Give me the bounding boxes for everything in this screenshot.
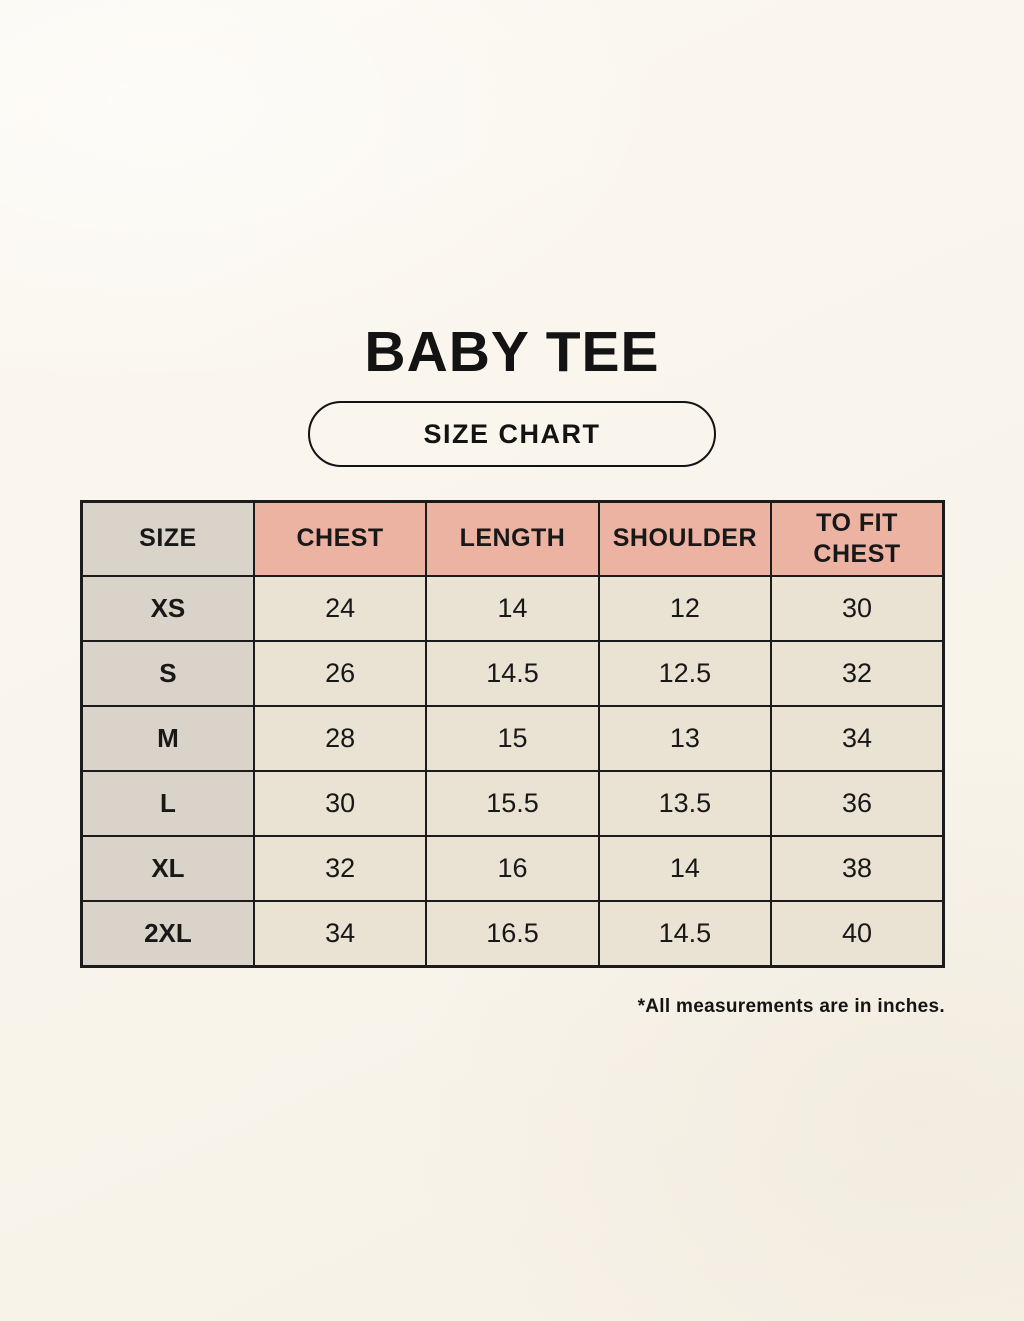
measurement-cell: 16 bbox=[425, 835, 600, 902]
measurement-cell: 34 bbox=[770, 705, 945, 772]
measurement-cell: 14 bbox=[597, 835, 773, 902]
size-chart-button[interactable]: SIZE CHART bbox=[308, 401, 716, 467]
measurement-cell: 12.5 bbox=[597, 640, 773, 707]
column-header-length: LENGTH bbox=[425, 500, 600, 577]
measurement-cell: 36 bbox=[770, 770, 945, 837]
size-cell: 2XL bbox=[80, 900, 255, 968]
measurement-cell: 24 bbox=[252, 575, 428, 642]
measurement-cell: 12 bbox=[597, 575, 773, 642]
size-cell: S bbox=[80, 640, 255, 707]
column-header-chest: CHEST bbox=[252, 500, 428, 577]
measurement-cell: 15 bbox=[425, 705, 600, 772]
measurement-cell: 15.5 bbox=[425, 770, 600, 837]
column-header-shoulder: SHOULDER bbox=[597, 500, 773, 577]
size-cell: L bbox=[80, 770, 255, 837]
measurement-cell: 32 bbox=[252, 835, 428, 902]
measurement-cell: 14.5 bbox=[597, 900, 773, 968]
measurement-cell: 26 bbox=[252, 640, 428, 707]
table-row: M 28 15 13 34 bbox=[80, 705, 945, 772]
size-chart-button-label: SIZE CHART bbox=[423, 418, 601, 449]
header-row: SIZE CHEST LENGTH SHOULDER TO FIT CHEST bbox=[80, 500, 945, 577]
measurement-cell: 28 bbox=[252, 705, 428, 772]
measurement-cell: 30 bbox=[252, 770, 428, 837]
measurement-cell: 30 bbox=[770, 575, 945, 642]
page-title: BABY TEE bbox=[364, 320, 660, 385]
measurement-cell: 40 bbox=[770, 900, 945, 968]
measurement-cell: 34 bbox=[252, 900, 428, 968]
measurements-footnote: *All measurements are in inches. bbox=[637, 996, 945, 1017]
table-row: XS 24 14 12 30 bbox=[80, 575, 945, 642]
size-cell: XS bbox=[80, 575, 255, 642]
table-row: S 26 14.5 12.5 32 bbox=[80, 640, 945, 707]
table-row: L 30 15.5 13.5 36 bbox=[80, 770, 945, 837]
measurement-cell: 13.5 bbox=[597, 770, 773, 837]
table-row: XL 32 16 14 38 bbox=[80, 835, 945, 902]
column-header-to-fit-chest: TO FIT CHEST bbox=[770, 500, 945, 577]
size-cell: M bbox=[80, 705, 255, 772]
size-chart-table-container: SIZE CHEST LENGTH SHOULDER TO FIT CHEST … bbox=[80, 500, 945, 968]
column-header-size: SIZE bbox=[80, 500, 255, 577]
size-chart-table: SIZE CHEST LENGTH SHOULDER TO FIT CHEST … bbox=[80, 500, 945, 968]
measurement-cell: 13 bbox=[597, 705, 773, 772]
measurement-cell: 32 bbox=[770, 640, 945, 707]
measurement-cell: 16.5 bbox=[425, 900, 600, 968]
size-cell: XL bbox=[80, 835, 255, 902]
measurement-cell: 14 bbox=[425, 575, 600, 642]
table-row: 2XL 34 16.5 14.5 40 bbox=[80, 900, 945, 968]
measurement-cell: 14.5 bbox=[425, 640, 600, 707]
measurement-cell: 38 bbox=[770, 835, 945, 902]
